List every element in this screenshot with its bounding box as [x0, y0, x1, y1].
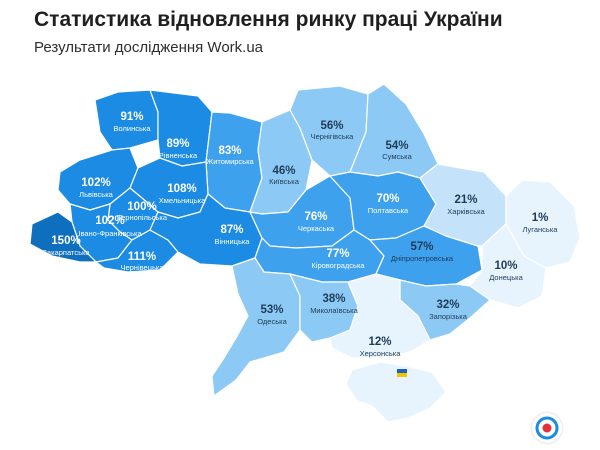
region-value-kherson: 12% — [368, 336, 391, 348]
region-value-lviv: 102% — [81, 177, 110, 189]
region-shape-dnipropetrovsk — [369, 225, 483, 287]
region-name-volyn: Волинська — [114, 124, 152, 133]
map-title: Статистика відновлення ринку праці Украї… — [34, 8, 503, 31]
region-name-vinnytsia: Вінницька — [215, 237, 251, 246]
region-name-rivne: Рівненська — [159, 151, 198, 160]
region-value-chernivtsi: 111% — [128, 251, 156, 263]
region-value-zaporizhzhia: 32% — [436, 299, 459, 311]
region-name-mykolaiv: Миколаївська — [310, 306, 358, 315]
region-shape-donetsk — [469, 223, 547, 309]
region-value-kyiv: 46% — [272, 165, 295, 177]
region-name-zaporizhzhia: Запорізька — [429, 312, 468, 321]
region-value-chernihiv: 56% — [320, 120, 343, 132]
region-value-zhytomyr: 83% — [218, 145, 241, 157]
region-name-zhytomyr: Житомирська — [206, 157, 254, 166]
region-value-luhansk: 1% — [532, 212, 549, 224]
region-value-sumy: 54% — [385, 140, 408, 152]
region-name-dnipropetrovsk: Дніпропетровська — [391, 254, 454, 263]
region-name-khmelnytskyi: Хмельницька — [159, 196, 206, 205]
region-value-volyn: 91% — [120, 111, 143, 123]
region-name-poltava: Полтавська — [368, 206, 409, 215]
region-value-vinnytsia: 87% — [220, 224, 243, 236]
region-value-ivano-frankivsk: 102% — [95, 215, 124, 227]
region-name-chernihiv: Чернігівська — [311, 132, 355, 141]
region-name-kherson: Херсонська — [360, 349, 402, 358]
region-value-cherkasy: 76% — [304, 211, 327, 223]
region-shape-crimea — [345, 361, 447, 423]
region-value-kirovohrad: 77% — [326, 248, 349, 260]
region-name-cherkasy: Черкаська — [298, 224, 335, 233]
region-name-ivano-frankivsk: Івано-Франківська — [78, 229, 142, 238]
region-value-poltava: 70% — [376, 193, 399, 205]
region-name-lviv: Львівська — [79, 190, 113, 199]
region-value-odesa: 53% — [260, 304, 283, 316]
region-value-zakarpattia: 150% — [51, 235, 80, 247]
region-value-rivne: 89% — [166, 138, 189, 150]
region-name-kirovohrad: Кіровоградська — [311, 261, 365, 270]
region-value-ternopil: 100% — [127, 201, 156, 213]
region-name-kharkiv: Харківська — [447, 207, 485, 216]
region-name-ivano-frankivsk-text: Івано-Франківська — [78, 229, 142, 238]
work-ua-logo — [532, 413, 562, 443]
region-value-mykolaiv: 38% — [322, 293, 345, 305]
region-shape-odesa — [211, 257, 301, 397]
region-value-donetsk: 10% — [494, 260, 517, 272]
map-subtitle: Результати дослідження Work.ua — [34, 39, 264, 56]
region-name-odesa: Одеська — [257, 317, 287, 326]
region-name-zakarpattia: Закарпатська — [42, 248, 90, 257]
region-name-donetsk: Донецька — [489, 273, 523, 282]
region-name-ternopil: Тернопільська — [117, 213, 168, 222]
region-name-sumy: Сумська — [382, 152, 412, 161]
ukraine-flag-icon — [397, 369, 407, 377]
region-shape-kherson — [329, 273, 431, 359]
region-value-khmelnytskyi: 108% — [167, 183, 196, 195]
region-name-kyiv: Київська — [269, 177, 300, 186]
work-ua-logo-icon — [535, 416, 559, 440]
region-name-chernivtsi: Чернівецька — [120, 263, 164, 272]
region-value-dnipropetrovsk: 57% — [410, 241, 433, 253]
region-name-luhansk: Луганська — [523, 225, 559, 234]
region-value-kharkiv: 21% — [454, 194, 477, 206]
